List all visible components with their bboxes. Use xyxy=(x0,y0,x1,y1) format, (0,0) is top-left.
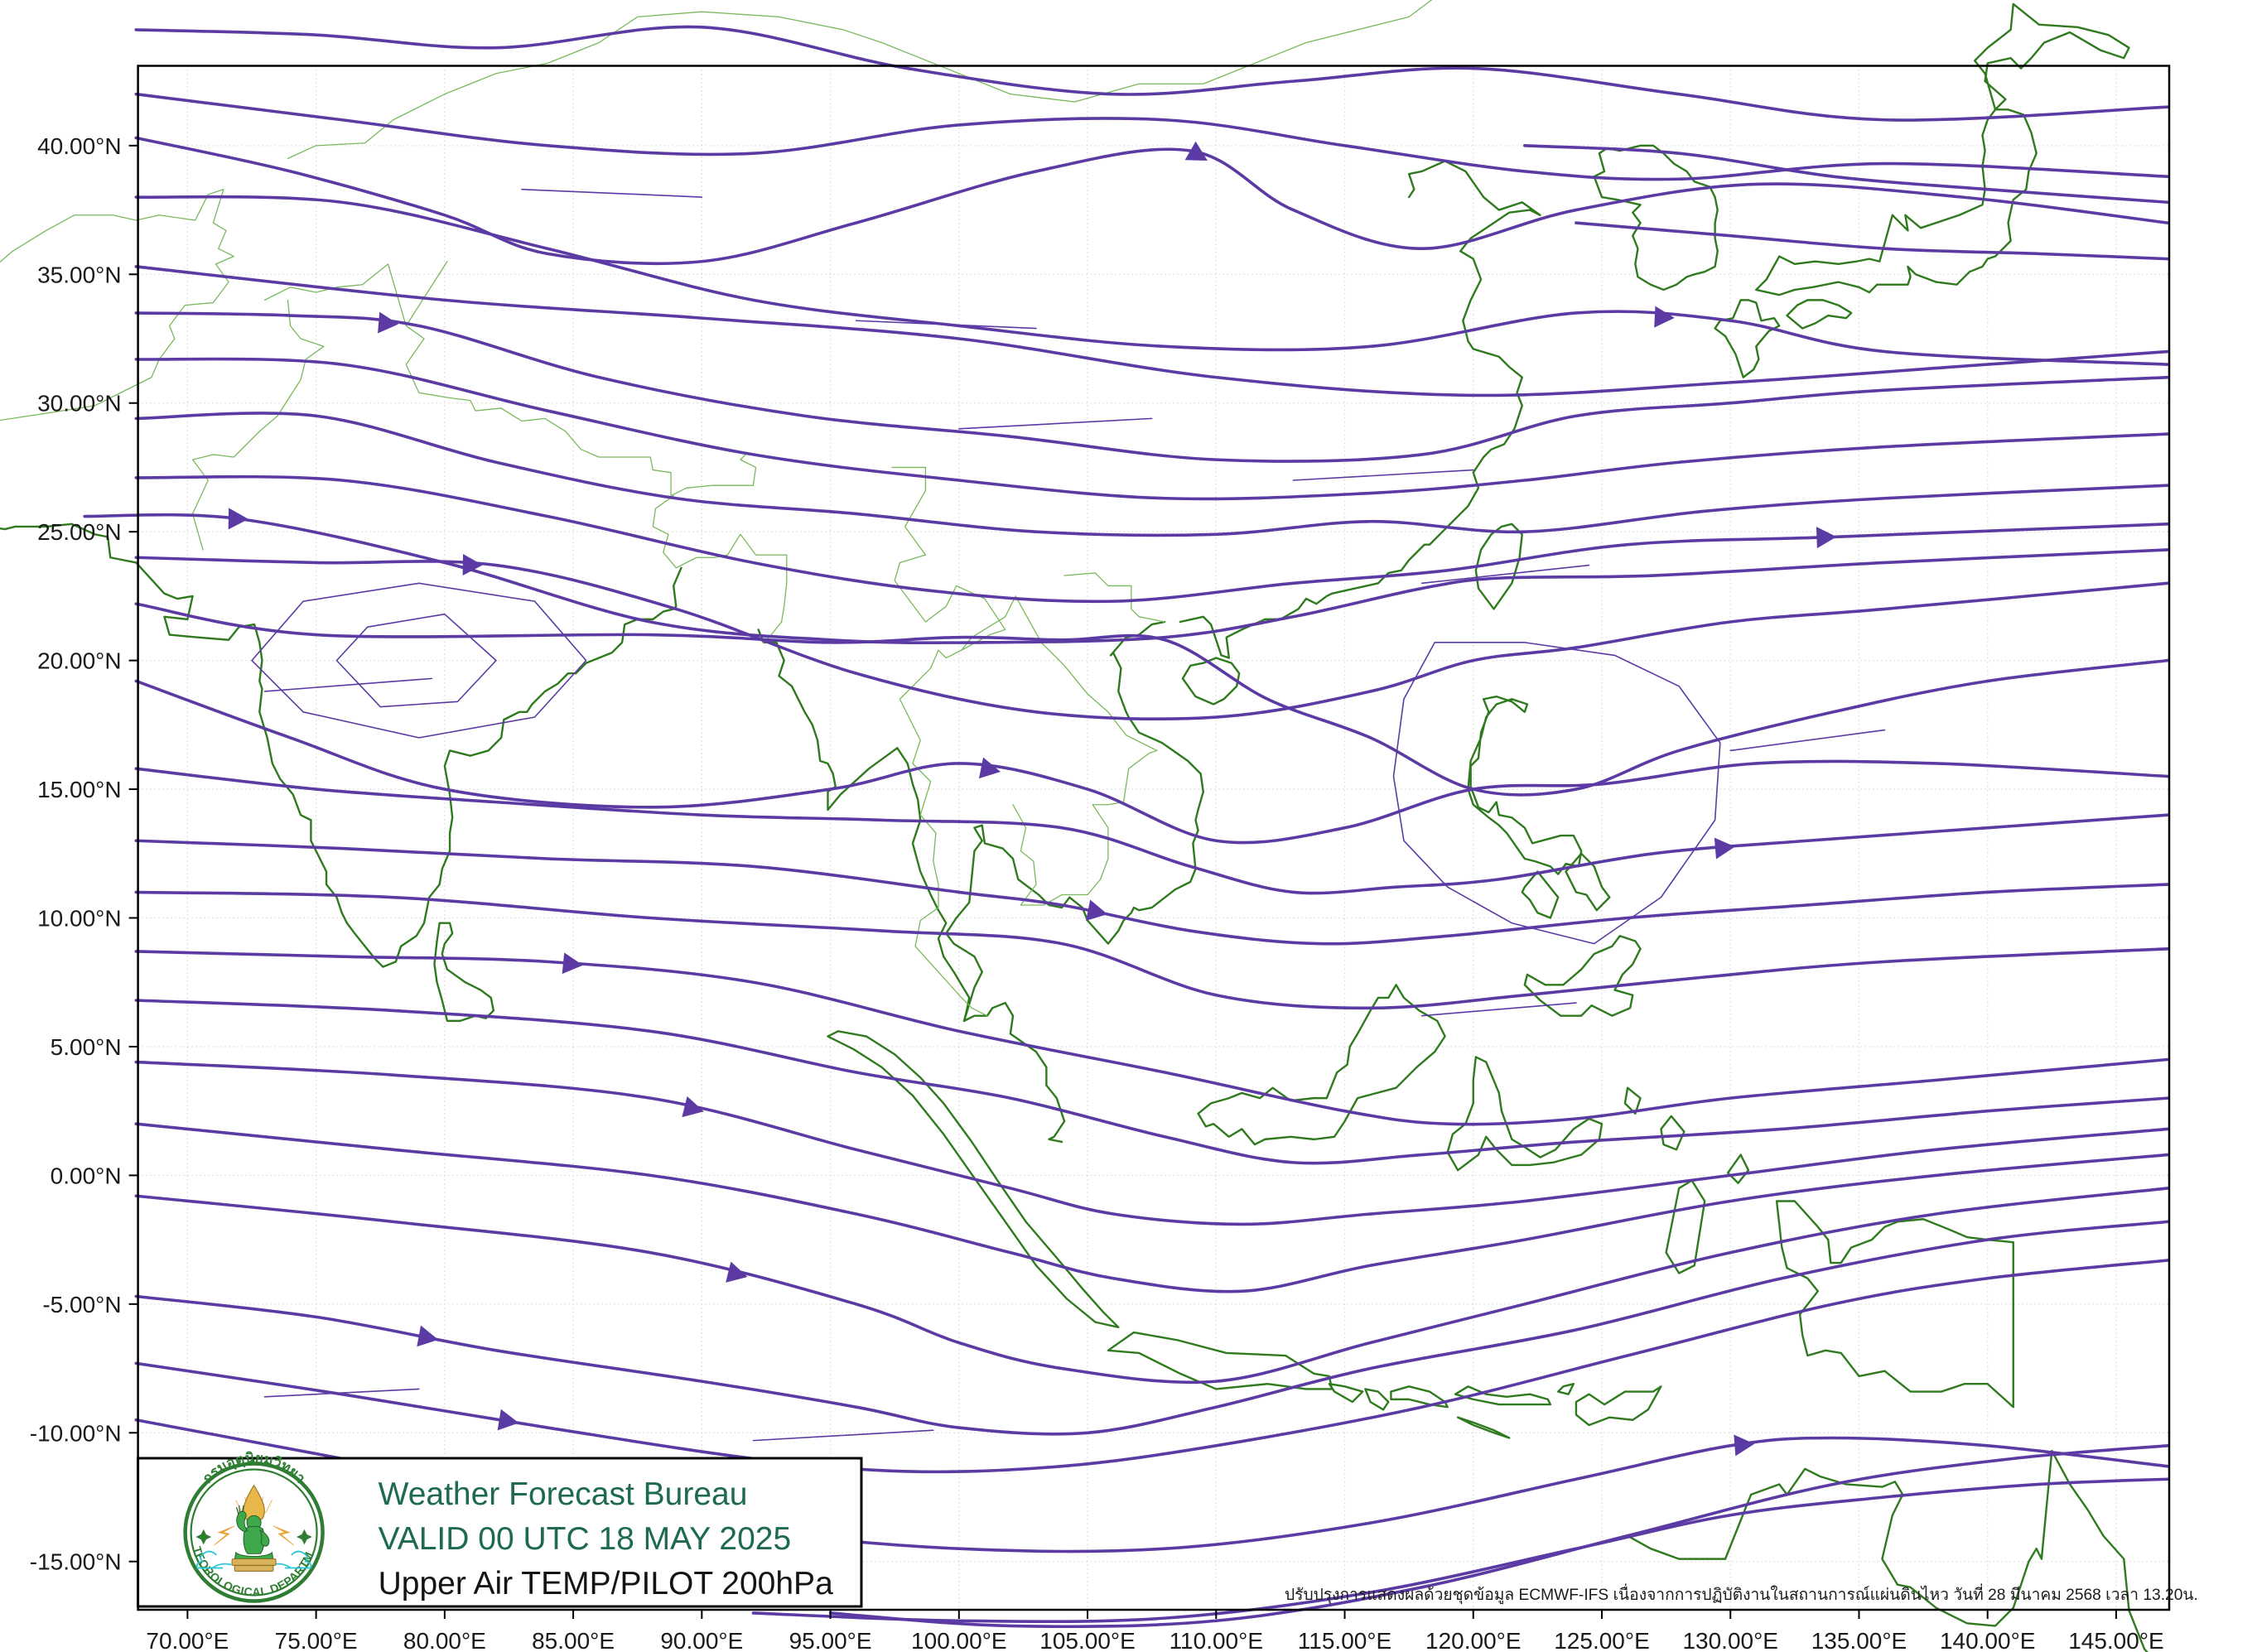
svg-text:120.00°E: 120.00°E xyxy=(1425,1628,1522,1652)
svg-text:VALID 00 UTC 18 MAY 2025: VALID 00 UTC 18 MAY 2025 xyxy=(379,1521,792,1557)
svg-text:-15.00°N: -15.00°N xyxy=(30,1549,122,1575)
svg-text:140.00°E: 140.00°E xyxy=(1940,1628,2036,1652)
svg-text:35.00°N: 35.00°N xyxy=(37,262,122,287)
svg-text:105.00°E: 105.00°E xyxy=(1039,1628,1136,1652)
svg-text:40.00°N: 40.00°N xyxy=(37,133,122,159)
svg-text:90.00°E: 90.00°E xyxy=(660,1628,743,1652)
svg-text:100.00°E: 100.00°E xyxy=(911,1628,1007,1652)
svg-text:85.00°E: 85.00°E xyxy=(532,1628,615,1652)
svg-text:115.00°E: 115.00°E xyxy=(1298,1628,1391,1652)
svg-text:-10.00°N: -10.00°N xyxy=(30,1420,122,1446)
svg-text:75.00°E: 75.00°E xyxy=(275,1628,358,1652)
svg-text:20.00°N: 20.00°N xyxy=(37,648,122,674)
svg-text:Upper Air TEMP/PILOT 200hPa: Upper Air TEMP/PILOT 200hPa xyxy=(379,1566,833,1601)
svg-text:ปรับปรุงการแสดงผลด้วยชุดข้อมูล: ปรับปรุงการแสดงผลด้วยชุดข้อมูล ECMWF-IFS… xyxy=(1285,1583,2198,1605)
svg-text:10.00°N: 10.00°N xyxy=(37,906,122,932)
svg-text:Weather Forecast Bureau: Weather Forecast Bureau xyxy=(379,1476,748,1512)
svg-text:-5.00°N: -5.00°N xyxy=(42,1292,121,1317)
svg-text:5.00°N: 5.00°N xyxy=(51,1034,122,1060)
svg-text:80.00°E: 80.00°E xyxy=(403,1628,486,1652)
svg-text:30.00°N: 30.00°N xyxy=(37,391,122,417)
svg-text:70.00°E: 70.00°E xyxy=(146,1628,229,1652)
svg-text:125.00°E: 125.00°E xyxy=(1554,1628,1650,1652)
svg-text:95.00°E: 95.00°E xyxy=(789,1628,872,1652)
svg-text:0.00°N: 0.00°N xyxy=(51,1163,122,1188)
svg-text:145.00°E: 145.00°E xyxy=(2068,1628,2164,1652)
svg-text:130.00°E: 130.00°E xyxy=(1682,1628,1778,1652)
svg-text:15.00°N: 15.00°N xyxy=(37,777,122,802)
svg-text:25.00°N: 25.00°N xyxy=(37,519,122,545)
svg-text:110.00°E: 110.00°E xyxy=(1169,1628,1263,1652)
svg-text:135.00°E: 135.00°E xyxy=(1811,1628,1907,1652)
